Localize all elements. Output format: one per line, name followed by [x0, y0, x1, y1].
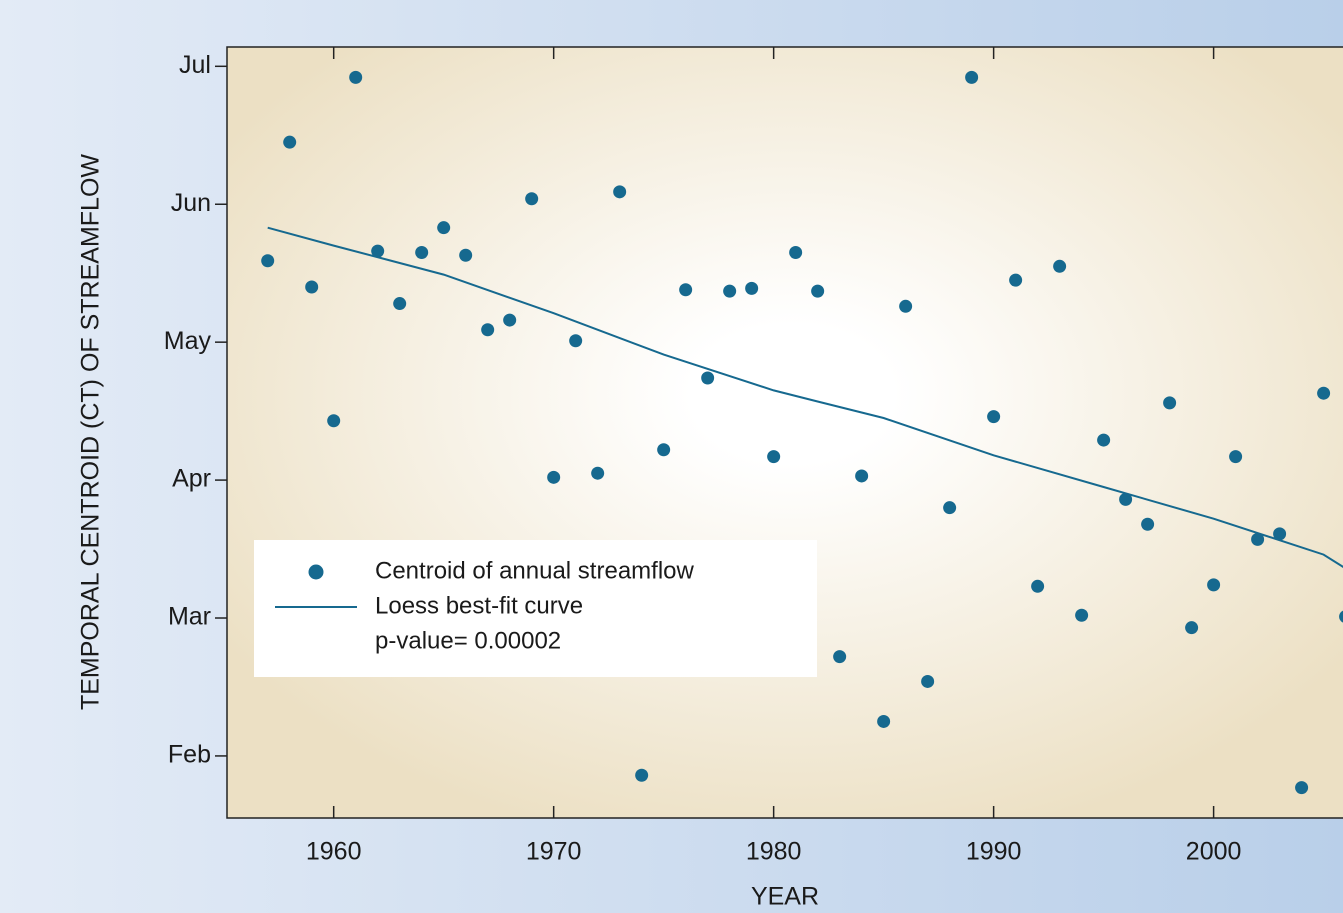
data-point: [1141, 517, 1155, 531]
data-point: [1053, 259, 1067, 273]
data-point: [569, 334, 583, 348]
x-tick-label: 2000: [1186, 838, 1242, 866]
data-point: [1097, 433, 1111, 447]
data-point: [459, 248, 473, 262]
data-point: [1317, 386, 1331, 400]
annotation: p-value= 0.00002: [375, 627, 561, 654]
data-point: [811, 284, 825, 298]
data-point: [1185, 621, 1199, 635]
data-point: [1273, 527, 1287, 541]
x-tick-label: 1960: [306, 838, 362, 866]
legend: Centroid of annual streamflow Loess best-…: [275, 557, 695, 619]
data-point: [371, 244, 385, 258]
data-point: [349, 70, 363, 84]
data-point: [613, 185, 627, 199]
data-point: [437, 221, 451, 235]
legend-box: [254, 540, 817, 677]
data-point: [899, 299, 913, 313]
data-point: [415, 246, 429, 260]
data-point: [679, 283, 693, 297]
data-point: [1295, 781, 1309, 795]
legend-label: Centroid of annual streamflow: [375, 557, 695, 584]
legend-label: Loess best-fit curve: [375, 592, 583, 619]
data-point: [943, 501, 957, 515]
data-point: [393, 297, 407, 311]
data-point: [1207, 578, 1221, 592]
data-point: [591, 466, 605, 480]
x-tick-label: 1990: [966, 838, 1022, 866]
data-point: [855, 469, 869, 483]
data-point: [1075, 608, 1089, 622]
data-point: [1009, 273, 1023, 287]
data-point: [965, 70, 979, 84]
data-point: [745, 281, 759, 295]
plot-area: [226, 46, 1343, 819]
data-point: [701, 371, 715, 385]
data-point: [1119, 492, 1133, 506]
y-axis-title: TEMPORAL CENTROID (CT) OF STREAMFLOW: [77, 154, 105, 710]
x-tick-label: 1970: [526, 838, 582, 866]
data-point: [921, 674, 935, 688]
data-point: [877, 714, 891, 728]
y-tick-label: Feb: [168, 741, 211, 769]
data-point: [833, 650, 847, 664]
data-point: [789, 246, 803, 260]
y-tick-label: Jul: [179, 51, 211, 79]
data-point: [283, 135, 297, 149]
data-point: [503, 313, 517, 327]
plot-layer: 1960 1970 1980 1990 2000 Feb Mar Apr May Jun Jul: [164, 47, 1343, 866]
data-point: [767, 450, 781, 464]
data-point: [657, 443, 671, 457]
data-point: [1229, 450, 1243, 464]
fit-line: [267, 226, 1343, 568]
data-point: [987, 410, 1001, 424]
data-point: [1251, 532, 1265, 546]
y-tick-label: Jun: [171, 189, 211, 217]
data-point: [305, 280, 319, 294]
x-axis-title: YEAR: [751, 883, 819, 911]
data-point: [525, 192, 539, 206]
data-point: [1031, 579, 1045, 593]
x-tick-label: 1980: [746, 838, 802, 866]
data-point: [723, 284, 737, 298]
data-point: [635, 768, 649, 782]
legend-marker: [308, 564, 324, 580]
data-point: [1163, 396, 1177, 410]
data-point: [547, 470, 561, 484]
y-tick-label: Mar: [168, 603, 211, 631]
y-tick-label: May: [164, 327, 212, 355]
data-point: [481, 323, 495, 337]
y-tick-label: Apr: [172, 465, 211, 493]
data-point: [327, 414, 341, 428]
data-point: [1339, 610, 1343, 623]
data-point: [261, 254, 275, 268]
